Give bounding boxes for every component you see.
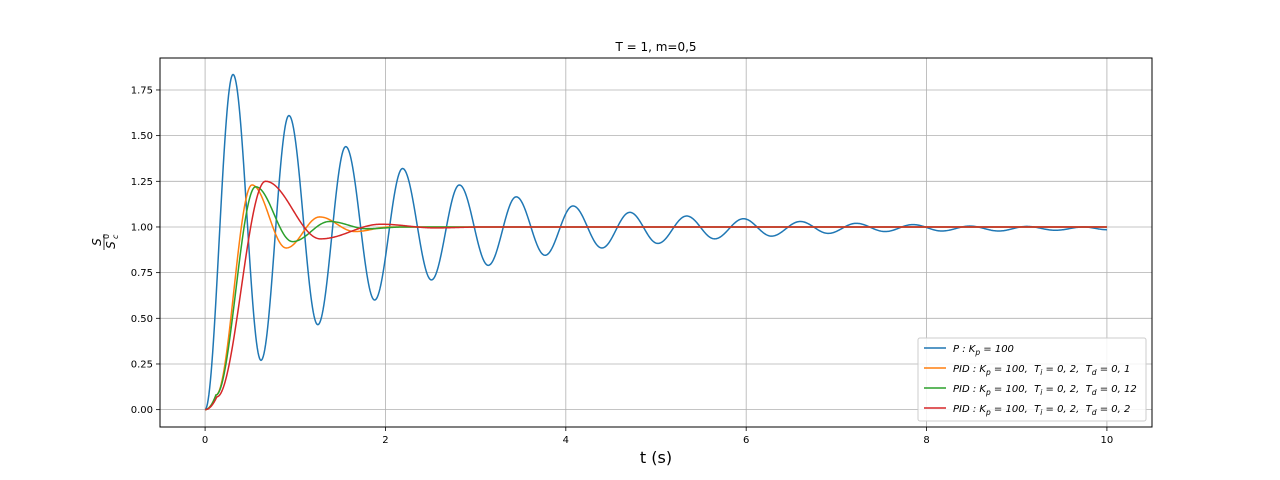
legend-part-tis: i: [1040, 388, 1043, 397]
y-axis-label: S S c 0: [90, 234, 120, 250]
legend-part-k: K: [969, 344, 977, 355]
legend-part-ks: p: [985, 388, 991, 397]
legend-part-ti: T: [1028, 364, 1041, 375]
grid: [160, 58, 1152, 427]
x-tick-label: 8: [923, 435, 929, 446]
legend-part-kv: = 100,: [991, 384, 1028, 395]
legend-part-tiv: = 0, 2,: [1042, 384, 1079, 395]
legend-part-tis: i: [1040, 408, 1043, 417]
legend-part-k: K: [979, 404, 987, 415]
legend-part-kv: = 100,: [991, 404, 1028, 415]
legend-part-sep: :: [970, 404, 980, 415]
legend-part-pre: PID: [953, 404, 970, 415]
legend-label-0: P : Kp​ = 100: [953, 344, 1014, 357]
legend-part-k: K: [979, 364, 987, 375]
y-tick-label: 0.00: [131, 405, 153, 416]
legend-part-sep: :: [970, 364, 980, 375]
y-axis-label-numerator: S: [90, 238, 104, 246]
legend-label-2: PID : Kp​ = 100, Ti​ = 0, 2, Td​ = 0, 12: [953, 384, 1137, 397]
legend-part-tds: d: [1092, 408, 1097, 417]
legend-label-3: PID : Kp​ = 100, Ti​ = 0, 2, Td​ = 0, 2: [953, 404, 1130, 417]
legend-part-pre: PID: [953, 364, 970, 375]
legend-part-kv: = 100,: [991, 364, 1028, 375]
x-tick-label: 10: [1101, 435, 1114, 446]
y-tick-label: 1.00: [131, 222, 153, 233]
y-tick-label: 1.25: [131, 177, 153, 188]
legend-box: [917, 337, 1147, 422]
series-line-0: [204, 73, 1107, 411]
legend-part-td: T: [1079, 364, 1092, 375]
x-ticks: 0 2 4 6 8 10: [202, 427, 1113, 446]
legend-part-k: K: [979, 384, 987, 395]
x-tick-label: 4: [563, 435, 569, 446]
legend-part-td: T: [1079, 384, 1092, 395]
legend-part-tdv: = 0, 2: [1097, 404, 1131, 415]
legend: P : Kp​ = 100 PID : Kp​ = 100, Ti​ = 0, 2…: [917, 337, 1147, 422]
y-tick-label: 0.75: [131, 268, 153, 279]
legend-part-pre: PID: [953, 384, 970, 395]
series-layer: [204, 73, 1107, 411]
x-tick-label: 2: [382, 435, 388, 446]
y-tick-label: 0.25: [131, 359, 153, 370]
x-tick-label: 6: [743, 435, 749, 446]
legend-part-tdv: = 0, 1: [1097, 364, 1131, 375]
chart-title: T = 1, m=0,5: [614, 40, 696, 54]
legend-part-td: T: [1079, 404, 1092, 415]
x-tick-label: 0: [202, 435, 208, 446]
plot-frame: [159, 57, 1153, 428]
legend-part-ks: p: [985, 368, 991, 377]
y-ticks: 0.00 0.25 0.50 0.75 1.00 1.25 1.50 1.75: [131, 85, 160, 416]
legend-part-ti: T: [1028, 404, 1041, 415]
legend-part-tis: i: [1040, 368, 1043, 377]
y-tick-label: 0.50: [131, 314, 153, 325]
legend-label-1: PID : Kp​ = 100, Ti​ = 0, 2, Td​ = 0, 1: [953, 364, 1130, 377]
legend-part-ks: p: [974, 348, 980, 357]
y-tick-label: 1.50: [131, 131, 153, 142]
legend-part-tds: d: [1092, 368, 1097, 377]
legend-part-sep: :: [970, 384, 980, 395]
legend-part-tiv: = 0, 2,: [1042, 404, 1079, 415]
legend-part-sep: :: [959, 344, 969, 355]
legend-part-tds: d: [1092, 388, 1097, 397]
y-axis-label-denominator: S: [104, 241, 118, 249]
legend-part-tiv: = 0, 2,: [1042, 364, 1079, 375]
x-axis-label: t (s): [640, 448, 672, 467]
y-axis-label-subscript: c: [111, 234, 120, 239]
y-tick-label: 1.75: [131, 85, 153, 96]
series-line-3: [205, 180, 1107, 411]
legend-part-tdv: = 0, 12: [1097, 384, 1137, 395]
legend-part-ks: p: [985, 408, 991, 417]
legend-part-ti: T: [1028, 384, 1041, 395]
legend-part-pre: P: [953, 344, 960, 355]
y-axis-label-superscript: 0: [102, 234, 111, 239]
legend-part-kv: = 100: [980, 344, 1014, 355]
